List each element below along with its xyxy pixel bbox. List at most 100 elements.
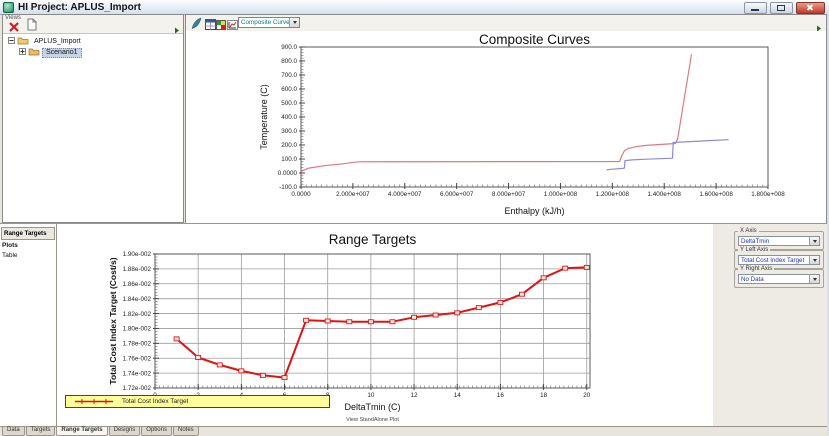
svg-text:1.200e+008: 1.200e+008 <box>596 191 630 198</box>
tree-toolbar: Views <box>3 15 183 34</box>
maximize-button[interactable] <box>770 2 793 14</box>
plus-box-icon[interactable] <box>19 48 26 57</box>
panel-expand-icon[interactable] <box>174 21 180 39</box>
svg-text:1.72e-002: 1.72e-002 <box>123 385 152 392</box>
svg-text:1.88e-002: 1.88e-002 <box>123 266 152 273</box>
svg-text:600.0: 600.0 <box>281 86 297 93</box>
svg-text:1.800e+008: 1.800e+008 <box>751 191 785 198</box>
composite-plot: 0.0000 2.000e+007 4.000e+007 6.000e+007 8.00… <box>278 44 785 198</box>
svg-text:1.76e-002: 1.76e-002 <box>123 355 152 362</box>
range-x-axis-label: DeltaTmin (C) <box>344 402 401 412</box>
list-item-table[interactable]: Table <box>2 252 18 259</box>
open-folder-icon <box>17 36 29 47</box>
tree-item-label[interactable]: APLUS_Import <box>34 38 81 45</box>
minus-box-icon[interactable] <box>8 37 15 46</box>
svg-text:300.0: 300.0 <box>281 128 297 135</box>
titlebar: HI Project: APLUS_Import <box>0 0 829 15</box>
close-button[interactable] <box>796 2 825 14</box>
composite-chart-title: Composite Curves <box>478 32 591 47</box>
composite-chart: Composite Curves Temperature (C) 0.0000 2… <box>186 31 826 223</box>
combo-arrow-icon[interactable] <box>809 275 819 283</box>
y-left-axis-group-label: Y Left Axis <box>738 247 771 253</box>
axis-controls-panel: X Axis DeltaTmin Y Left Axis Total Cost … <box>713 223 829 426</box>
combo-arrow-icon[interactable] <box>809 256 819 264</box>
svg-text:200.0: 200.0 <box>281 142 297 149</box>
view-standalone-plot-link[interactable]: View StandAlone Plot <box>346 417 399 423</box>
folder-icon <box>28 47 40 58</box>
legend: Total Cost Index Target <box>65 395 330 408</box>
range-targets-section: Range Targets Plots Table Range Targets … <box>0 223 829 426</box>
svg-text:18: 18 <box>540 392 548 399</box>
plot-type-value: Composite Curves <box>241 19 289 26</box>
svg-text:1.000e+008: 1.000e+008 <box>544 191 578 198</box>
x-axis-groupbox: X Axis DeltaTmin <box>734 228 824 250</box>
range-chart-title: Range Targets <box>328 232 417 247</box>
tree-item-label[interactable]: Scenario1 <box>42 47 82 58</box>
workbook-icon[interactable] <box>205 17 216 35</box>
y-left-axis-groupbox: Y Left Axis Total Cost Index Target <box>734 247 824 269</box>
svg-text:1.80e-002: 1.80e-002 <box>123 326 152 333</box>
svg-text:6.000e+007: 6.000e+007 <box>440 191 474 198</box>
svg-text:1.90e-002: 1.90e-002 <box>123 251 152 258</box>
svg-text:400.0: 400.0 <box>281 114 297 121</box>
svg-text:-100.0: -100.0 <box>279 184 297 191</box>
new-sheet-icon[interactable] <box>27 18 37 36</box>
svg-text:100.0: 100.0 <box>281 156 297 163</box>
view-list-header: Range Targets <box>1 227 55 240</box>
svg-text:14: 14 <box>454 392 462 399</box>
plot-type-selector[interactable]: Composite Curves <box>238 17 300 28</box>
svg-text:0.0000: 0.0000 <box>278 170 298 177</box>
svg-text:4.000e+007: 4.000e+007 <box>388 191 422 198</box>
list-item-plots[interactable]: Plots <box>2 242 18 249</box>
views-label: Views <box>5 15 21 21</box>
y-right-axis-dropdown[interactable]: No Data <box>738 274 820 284</box>
range-plot: 024681012141618201.90e-0021.88e-0021.86e… <box>123 251 591 399</box>
svg-text:900.0: 900.0 <box>281 44 297 51</box>
svg-text:1.82e-002: 1.82e-002 <box>123 311 152 318</box>
window-title: HI Project: APLUS_Import <box>18 1 141 13</box>
composite-chart-panel: Composite Curves Composite Curves Temper… <box>185 14 827 223</box>
color-grid-icon[interactable] <box>216 17 226 35</box>
plot-icon[interactable] <box>227 17 238 35</box>
svg-text:1.86e-002: 1.86e-002 <box>123 281 152 288</box>
tree-item-project[interactable]: APLUS_Import <box>8 36 84 47</box>
minimize-icon <box>751 9 759 11</box>
svg-text:1.78e-002: 1.78e-002 <box>123 341 152 348</box>
svg-text:500.0: 500.0 <box>281 100 297 107</box>
legend-line-sample <box>75 399 113 404</box>
y-right-axis-group-label: Y Right Axis <box>738 266 775 272</box>
window-edge <box>827 14 829 435</box>
x-axis-group-label: X Axis <box>738 228 759 234</box>
x-axis-value: DeltaTmin <box>741 237 770 245</box>
svg-text:1.400e+008: 1.400e+008 <box>647 191 681 198</box>
panel-expand-icon[interactable] <box>816 19 822 37</box>
svg-text:700.0: 700.0 <box>281 72 297 79</box>
svg-text:12: 12 <box>411 392 419 399</box>
chart-toolbar: Composite Curves <box>186 15 826 32</box>
svg-text:1.600e+008: 1.600e+008 <box>699 191 733 198</box>
composite-x-axis-label: Enthalpy (kJ/h) <box>504 206 565 216</box>
app-icon <box>3 1 14 13</box>
combo-arrow-icon[interactable] <box>809 237 819 245</box>
svg-text:2.000e+007: 2.000e+007 <box>336 191 370 198</box>
y-left-axis-dropdown[interactable]: Total Cost Index Target <box>738 255 820 265</box>
svg-text:10: 10 <box>367 392 375 399</box>
x-axis-dropdown[interactable]: DeltaTmin <box>738 236 820 246</box>
combo-arrow-icon[interactable] <box>289 18 299 27</box>
svg-text:16: 16 <box>497 392 505 399</box>
svg-text:800.0: 800.0 <box>281 58 297 65</box>
range-chart: Range Targets Total Cost Index Target (C… <box>57 223 713 426</box>
feather-icon[interactable] <box>190 17 202 35</box>
y-right-axis-value: No Data <box>741 275 764 283</box>
minimize-button[interactable] <box>744 2 767 14</box>
tree-item-scenario[interactable]: Scenario1 <box>19 47 82 58</box>
svg-text:20: 20 <box>583 392 591 399</box>
svg-text:1.84e-002: 1.84e-002 <box>123 296 152 303</box>
svg-text:0.0000: 0.0000 <box>291 191 311 198</box>
legend-label: Total Cost Index Target <box>122 398 189 405</box>
svg-text:8.000e+007: 8.000e+007 <box>492 191 526 198</box>
delete-icon[interactable] <box>8 20 20 38</box>
project-tree-panel: Views APLUS_Import <box>2 14 184 223</box>
y-left-axis-value: Total Cost Index Target <box>741 256 805 264</box>
